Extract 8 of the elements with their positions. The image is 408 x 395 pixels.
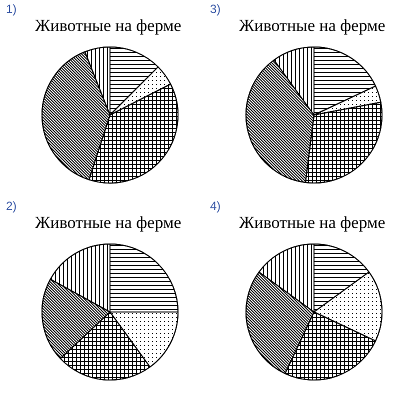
chart-title: Животные на ферме (35, 16, 182, 35)
chart-title: Животные на ферме (35, 213, 182, 232)
text: 4) (210, 199, 221, 213)
text: 1) (6, 2, 17, 16)
text: 3) (210, 2, 221, 16)
chart-title: Животные на ферме (239, 16, 386, 35)
text: 2) (6, 199, 17, 213)
chart-title: Животные на ферме (239, 213, 386, 232)
